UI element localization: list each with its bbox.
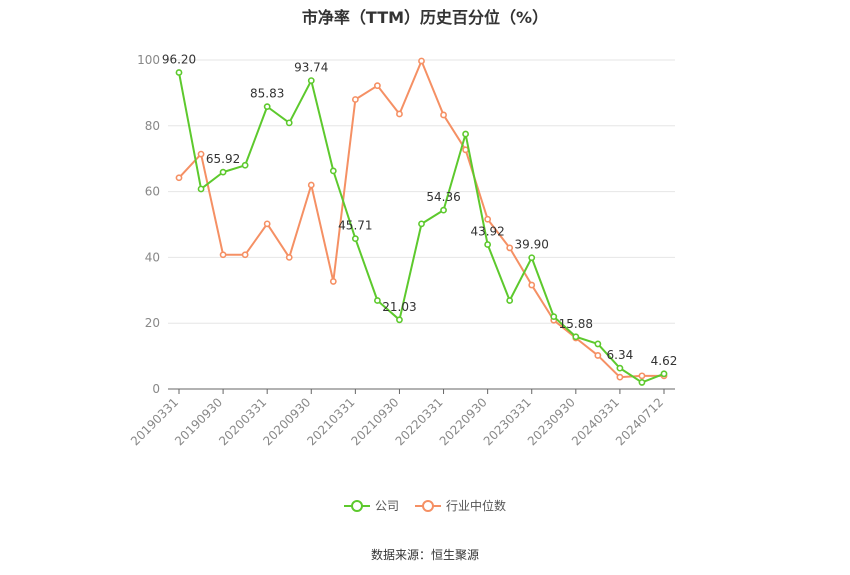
data-point-company [329,167,337,175]
legend-company-label: 公司 [374,499,399,513]
data-point-company [219,168,227,176]
data-point-company [528,254,536,262]
data-point-company [374,297,381,304]
x-tick-label: 20240712 [613,395,666,448]
data-label: 54.36 [426,190,460,204]
data-label: 96.20 [162,53,196,67]
data-point-industry-median [506,244,514,252]
data-point-industry-median [241,251,249,259]
data-point-industry-median [616,373,624,381]
data-point-company [351,235,359,243]
chart-title: 市净率（TTM）历史百分位（%） [301,8,549,27]
data-label: 85.83 [250,87,284,101]
data-label: 45.71 [338,219,372,233]
data-point-industry-median [594,352,602,359]
data-point-company [175,69,183,76]
data-point-company [241,161,249,169]
data-point-company [462,130,469,138]
series-line-company [178,72,665,384]
data-point-company [396,316,403,324]
data-label: 21.03 [382,300,416,314]
data-point-company [638,379,646,386]
data-point-company [484,241,492,248]
data-point-company [616,364,624,372]
data-point-industry-median [307,181,315,189]
data-point-industry-median [396,110,403,118]
legend-item-company[interactable]: 公司 [343,497,399,514]
data-label: 93.74 [294,61,328,75]
data-point-industry-median [175,174,183,182]
data-point-industry-median [351,96,359,103]
data-point-company [418,220,425,228]
grid-layer [168,59,675,390]
legend-company-marker [343,499,370,512]
data-point-industry-median [197,150,205,158]
data-point-company [506,297,514,304]
y-tick-label: 80 [145,119,160,133]
data-label: 15.88 [559,317,593,331]
data-label: 43.92 [470,225,504,239]
series-layer [175,57,668,386]
data-label: 4.62 [651,354,678,368]
y-tick-label: 20 [145,316,160,330]
data-point-company [263,103,271,111]
legend-item-industry-median[interactable]: 行业中位数 [415,497,506,514]
data-point-industry-median [528,281,536,289]
data-label: 39.90 [515,238,549,252]
data-point-company [285,119,293,127]
data-label-layer: 96.20 65.92 85.83 93.74 45.71 21.03 54.36 43.92… [162,53,678,368]
data-point-company [440,206,447,214]
y-tick-label: 60 [145,185,160,199]
legend-industry-label: 行业中位数 [446,499,507,513]
legend-industry-marker [415,499,441,512]
data-label: 6.34 [607,348,634,362]
data-point-company [307,77,315,84]
data-point-industry-median [263,220,271,228]
data-point-industry-median [329,278,337,285]
y-tick-label: 0 [152,382,160,396]
data-point-industry-median [219,251,227,259]
data-point-industry-median [638,372,646,380]
data-point-company [660,370,668,378]
y-tick-label: 40 [145,250,160,264]
data-point-industry-median [285,253,293,261]
source-note: 数据来源：恒生聚源 [370,548,479,562]
data-point-industry-median [484,215,492,223]
legend: 公司 行业中位数 [0,497,850,514]
data-point-industry-median [374,82,381,90]
y-tick-label: 100 [137,53,160,67]
data-point-company [572,333,580,341]
data-point-company [197,185,205,193]
data-point-company [594,340,602,348]
data-label: 65.92 [206,152,240,166]
data-point-company [550,313,558,321]
data-point-industry-median [440,111,447,119]
data-point-industry-median [418,57,425,65]
